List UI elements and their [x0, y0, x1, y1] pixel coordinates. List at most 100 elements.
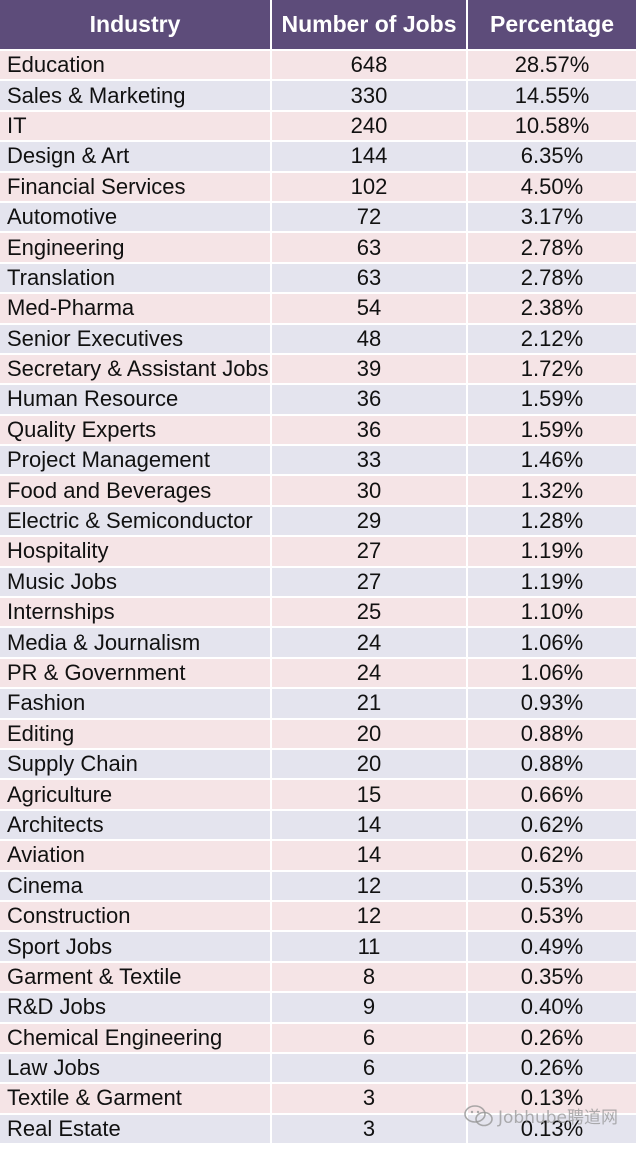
cell-number-of-jobs: 27 — [272, 567, 468, 599]
cell-percentage: 0.62% — [468, 810, 638, 842]
cell-number-of-jobs: 15 — [272, 780, 468, 811]
cell-number-of-jobs: 6 — [272, 1053, 468, 1085]
cell-percentage: 2.38% — [468, 294, 638, 325]
table-row: PR & Government 24 1.06% — [0, 658, 638, 690]
header-row: Industry Number of Jobs Percentage — [0, 0, 638, 51]
table-row: Agriculture 15 0.66% — [0, 780, 638, 811]
cell-number-of-jobs: 27 — [272, 537, 468, 568]
cell-number-of-jobs: 63 — [272, 263, 468, 295]
table-row: Architects 14 0.62% — [0, 810, 638, 842]
cell-number-of-jobs: 36 — [272, 415, 468, 447]
cell-number-of-jobs: 648 — [272, 51, 468, 82]
table-row: Financial Services 102 4.50% — [0, 172, 638, 203]
table-row: IT 240 10.58% — [0, 111, 638, 143]
cell-percentage: 0.26% — [468, 1053, 638, 1085]
cell-industry: Chemical Engineering — [0, 1023, 272, 1054]
cell-number-of-jobs: 20 — [272, 719, 468, 750]
cell-number-of-jobs: 36 — [272, 385, 468, 416]
cell-percentage: 4.50% — [468, 172, 638, 203]
cell-percentage: 3.17% — [468, 202, 638, 234]
cell-percentage: 0.53% — [468, 871, 638, 902]
cell-industry: Sales & Marketing — [0, 81, 272, 112]
header-number-of-jobs: Number of Jobs — [272, 0, 468, 51]
cell-percentage: 0.40% — [468, 993, 638, 1024]
cell-percentage: 0.35% — [468, 962, 638, 994]
table-row: Music Jobs 27 1.19% — [0, 567, 638, 599]
table-row: Textile & Garment 3 0.13% — [0, 1084, 638, 1115]
cell-percentage: 0.26% — [468, 1023, 638, 1054]
table-row: Project Management 33 1.46% — [0, 446, 638, 477]
cell-percentage: 2.78% — [468, 263, 638, 295]
cell-industry: Sport Jobs — [0, 932, 272, 963]
table-row: Real Estate 3 0.13% — [0, 1114, 638, 1146]
table-row: Senior Executives 48 2.12% — [0, 324, 638, 355]
table-row: Chemical Engineering 6 0.26% — [0, 1023, 638, 1054]
cell-percentage: 0.88% — [468, 749, 638, 781]
cell-industry: Fashion — [0, 689, 272, 720]
cell-number-of-jobs: 25 — [272, 598, 468, 629]
cell-industry: Human Resource — [0, 385, 272, 416]
table-row: Quality Experts 36 1.59% — [0, 415, 638, 447]
cell-number-of-jobs: 20 — [272, 749, 468, 781]
cell-percentage: 0.62% — [468, 841, 638, 872]
table-row: Electric & Semiconductor 29 1.28% — [0, 506, 638, 538]
cell-percentage: 14.55% — [468, 81, 638, 112]
cell-percentage: 1.10% — [468, 598, 638, 629]
cell-percentage: 2.78% — [468, 233, 638, 264]
cell-industry: Architects — [0, 810, 272, 842]
table-row: Design & Art 144 6.35% — [0, 142, 638, 173]
cell-number-of-jobs: 63 — [272, 233, 468, 264]
cell-industry: Textile & Garment — [0, 1084, 272, 1115]
cell-industry: Garment & Textile — [0, 962, 272, 994]
table-row: Secretary & Assistant Jobs 39 1.72% — [0, 354, 638, 386]
cell-industry: Education — [0, 51, 272, 82]
cell-percentage: 10.58% — [468, 111, 638, 143]
table-row: Fashion 21 0.93% — [0, 689, 638, 720]
table-row: Cinema 12 0.53% — [0, 871, 638, 902]
cell-industry: Agriculture — [0, 780, 272, 811]
table-row: Med-Pharma 54 2.38% — [0, 294, 638, 325]
cell-number-of-jobs: 24 — [272, 628, 468, 659]
cell-industry: Music Jobs — [0, 567, 272, 599]
cell-industry: Senior Executives — [0, 324, 272, 355]
cell-percentage: 1.06% — [468, 658, 638, 690]
table-row: Sport Jobs 11 0.49% — [0, 932, 638, 963]
table-row: Food and Beverages 30 1.32% — [0, 476, 638, 507]
cell-industry: Supply Chain — [0, 749, 272, 781]
cell-industry: IT — [0, 111, 272, 143]
cell-number-of-jobs: 6 — [272, 1023, 468, 1054]
cell-number-of-jobs: 48 — [272, 324, 468, 355]
table-row: R&D Jobs 9 0.40% — [0, 993, 638, 1024]
cell-industry: Food and Beverages — [0, 476, 272, 507]
cell-industry: Real Estate — [0, 1114, 272, 1146]
cell-number-of-jobs: 12 — [272, 901, 468, 933]
cell-percentage: 0.66% — [468, 780, 638, 811]
table-row: Translation 63 2.78% — [0, 263, 638, 295]
cell-industry: Med-Pharma — [0, 294, 272, 325]
table-row: Education 648 28.57% — [0, 51, 638, 82]
cell-industry: Quality Experts — [0, 415, 272, 447]
table-row: Human Resource 36 1.59% — [0, 385, 638, 416]
cell-industry: Law Jobs — [0, 1053, 272, 1085]
cell-industry: Cinema — [0, 871, 272, 902]
table-row: Internships 25 1.10% — [0, 598, 638, 629]
cell-number-of-jobs: 11 — [272, 932, 468, 963]
cell-percentage: 1.72% — [468, 354, 638, 386]
table-row: Supply Chain 20 0.88% — [0, 749, 638, 781]
cell-industry: Electric & Semiconductor — [0, 506, 272, 538]
cell-industry: Engineering — [0, 233, 272, 264]
table-row: Garment & Textile 8 0.35% — [0, 962, 638, 994]
cell-industry: Financial Services — [0, 172, 272, 203]
cell-percentage: 0.13% — [468, 1114, 638, 1146]
cell-percentage: 28.57% — [468, 51, 638, 82]
cell-industry: Editing — [0, 719, 272, 750]
cell-industry: Aviation — [0, 841, 272, 872]
cell-percentage: 6.35% — [468, 142, 638, 173]
table-body: Education 648 28.57% Sales & Marketing 330 14… — [0, 51, 638, 1146]
cell-number-of-jobs: 39 — [272, 354, 468, 386]
cell-number-of-jobs: 72 — [272, 202, 468, 234]
cell-percentage: 0.53% — [468, 901, 638, 933]
cell-percentage: 0.13% — [468, 1084, 638, 1115]
cell-percentage: 1.19% — [468, 567, 638, 599]
